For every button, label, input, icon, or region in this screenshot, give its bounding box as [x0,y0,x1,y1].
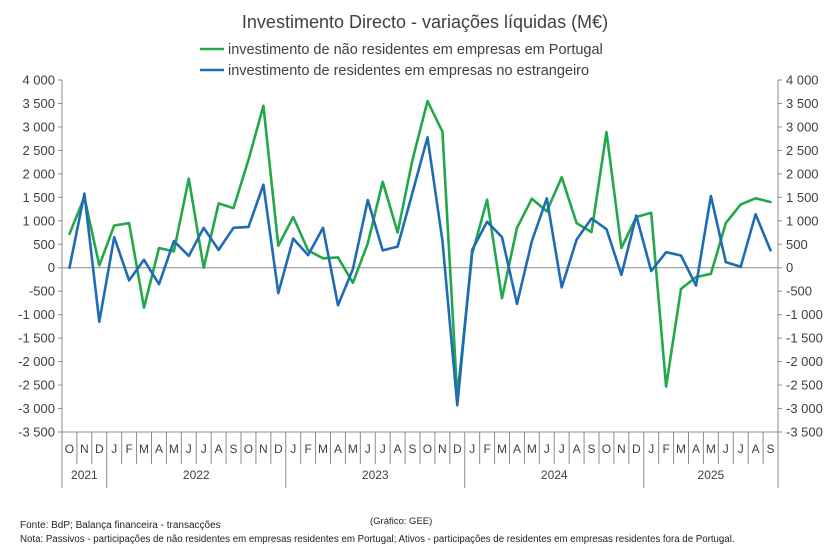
x-tick-label: A [394,442,402,456]
x-tick-label: F [483,442,490,456]
y-tick-label-left: 1 000 [22,213,55,228]
year-label: 2025 [698,468,725,482]
chart-credit: (Gráfico: GEE) [370,516,433,527]
y-tick-label-right: 3 000 [786,119,819,134]
legend-label-1: investimento de não residentes em empres… [228,42,603,58]
y-tick-label-right: 3 500 [786,96,819,111]
y-axis-left: 4 000 3 500 3 000 2 500 2 000 1 500 1 000 500 0 -… [18,73,63,488]
x-tick-label: J [469,442,475,456]
x-tick-label: N [259,442,268,456]
x-tick-label: A [334,442,342,456]
x-tick-label: D [453,442,462,456]
x-tick-label: D [632,442,641,456]
y-tick-label-left: 3 000 [22,119,55,134]
x-tick-label: J [738,442,744,456]
x-tick-label: D [274,442,283,456]
y-tick-label-left: 0 [48,260,55,275]
y-tick-label-left: -2 000 [18,354,55,369]
x-tick-label: A [215,442,223,456]
x-tick-label: O [602,442,611,456]
x-tick-label: M [348,442,358,456]
y-tick-label-right: -2 500 [786,378,823,393]
x-tick-label: J [380,442,386,456]
source-note: Fonte: BdP; Balança financeira - transac… [20,520,221,531]
x-tick-label: M [676,442,686,456]
x-tick-label: M [169,442,179,456]
x-tick-label: O [423,442,432,456]
year-label: 2024 [541,468,568,482]
x-tick-label: M [139,442,149,456]
x-tick-label: A [573,442,581,456]
x-tick-label: N [617,442,626,456]
chart-title: Investimento Directo - variações líquida… [242,12,608,32]
y-tick-label-left: 2 500 [22,143,55,158]
legend-label-2: investimento de residentes em empresas n… [228,63,589,79]
y-tick-label-left: -500 [29,284,55,299]
year-label: 2021 [71,468,98,482]
x-tick-label: N [438,442,447,456]
y-tick-label-left: 1 500 [22,190,55,205]
x-tick-label: M [318,442,328,456]
y-tick-label-left: 4 000 [22,73,55,88]
x-tick-label: F [125,442,132,456]
y-tick-label-right: 1 500 [786,190,819,205]
x-tick-label: J [365,442,371,456]
x-tick-label: J [648,442,654,456]
y-tick-label-right: -1 000 [786,307,823,322]
y-tick-label-right: -500 [786,284,812,299]
y-tick-label-left: -3 000 [18,401,55,416]
x-tick-label: J [186,442,192,456]
y-tick-label-left: -2 500 [18,378,55,393]
y-tick-label-left: -1 000 [18,307,55,322]
year-label: 2022 [183,468,210,482]
y-tick-label-right: 0 [786,260,793,275]
series-line-2 [68,136,772,407]
x-tick-label: M [497,442,507,456]
y-tick-label-right: 2 500 [786,143,819,158]
x-tick-label: J [544,442,550,456]
x-tick-label: J [723,442,729,456]
legend: investimento de não residentes em empres… [200,42,603,79]
y-tick-label-right: -3 500 [786,425,823,440]
y-tick-label-left: -1 500 [18,331,55,346]
x-tick-label: S [230,442,238,456]
series-line-1 [68,99,772,399]
x-tick-label: A [752,442,760,456]
y-tick-label-left: 2 000 [22,166,55,181]
y-tick-label-left: -3 500 [18,425,55,440]
x-tick-label: F [662,442,669,456]
series-lines [68,99,772,407]
x-tick-label: A [692,442,700,456]
x-tick-label: J [111,442,117,456]
x-tick-label: O [65,442,74,456]
y-tick-label-left: 500 [33,237,55,252]
x-tick-label: F [304,442,311,456]
y-tick-label-right: 2 000 [786,166,819,181]
y-tick-label-right: -1 500 [786,331,823,346]
x-tick-label: S [767,442,775,456]
x-tick-label: J [201,442,207,456]
footnote: Nota: Passivos - participações de não re… [20,534,735,545]
x-tick-label: A [513,442,521,456]
x-tick-label: O [244,442,253,456]
x-tick-label: J [559,442,565,456]
x-tick-label: S [588,442,596,456]
x-tick-label: M [706,442,716,456]
y-tick-label-right: 4 000 [786,73,819,88]
x-tick-label: D [95,442,104,456]
x-tick-label: S [409,442,417,456]
y-tick-label-right: 500 [786,237,808,252]
y-tick-label-left: 3 500 [22,96,55,111]
year-label: 2023 [362,468,389,482]
y-tick-label-right: -2 000 [786,354,823,369]
y-tick-label-right: -3 000 [786,401,823,416]
y-tick-label-right: 1 000 [786,213,819,228]
x-tick-label: J [290,442,296,456]
x-tick-label: A [155,442,163,456]
x-tick-label: N [80,442,89,456]
y-axis-right: 4 000 3 500 3 000 2 500 2 000 1 500 1 000 500 0 -… [777,73,823,440]
x-tick-label: M [527,442,537,456]
